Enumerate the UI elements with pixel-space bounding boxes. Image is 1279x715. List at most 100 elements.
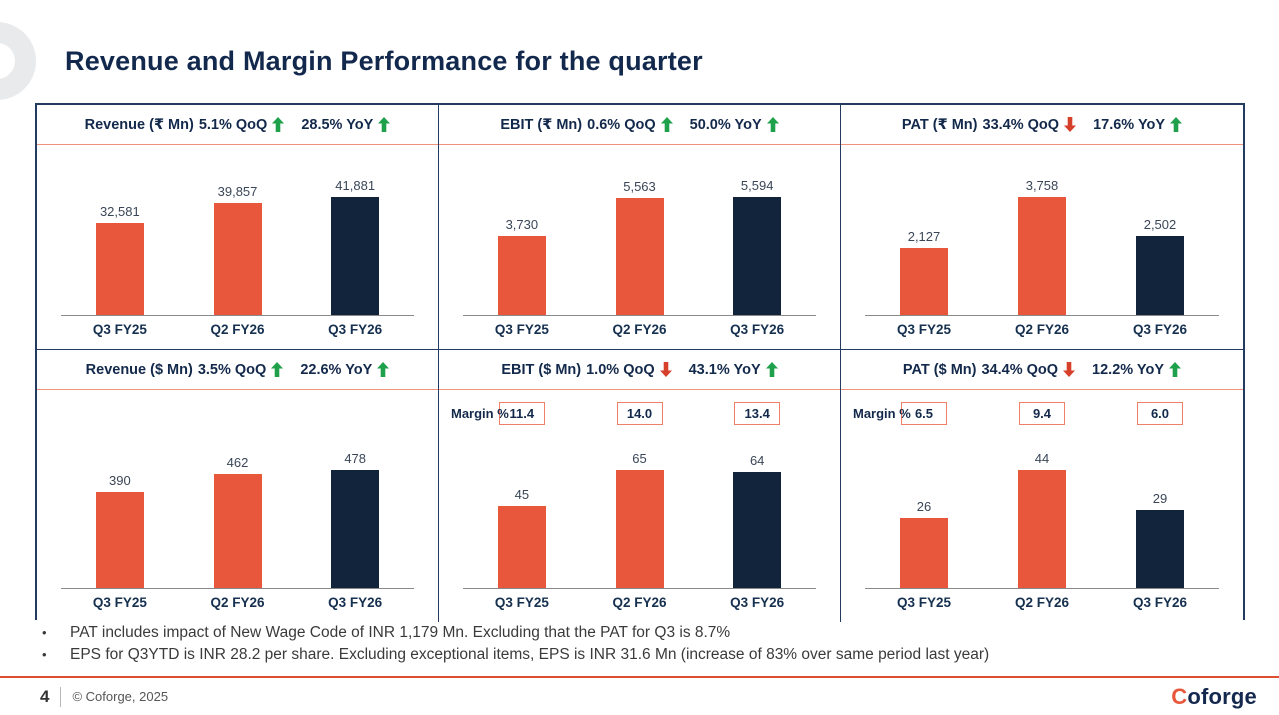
category-label: Q3 FY26 <box>328 322 383 337</box>
up-arrow-icon <box>378 117 391 132</box>
bar <box>1136 510 1184 588</box>
margin-cell: 6.5 <box>865 401 983 425</box>
margin-value-box: 11.4 <box>498 401 545 425</box>
footer: 4 © Coforge, 2025 Coforge <box>0 676 1279 715</box>
category-axis: Q3 FY25 Q2 FY26 Q3 FY26 <box>463 316 816 343</box>
copyright-text: © Coforge, 2025 <box>72 689 169 704</box>
up-arrow-icon <box>766 117 779 132</box>
bar-value-label: 462 <box>226 455 249 470</box>
yoy-change: 22.6% YoY <box>300 361 373 378</box>
bar-value-label: 29 <box>1152 491 1168 506</box>
bar <box>331 197 380 315</box>
metric-title: Revenue (₹ Mn) <box>84 116 194 133</box>
plot-area: 26 44 29 <box>865 436 1219 589</box>
bar-value-label: 45 <box>514 487 530 502</box>
bar-group: 45 <box>463 487 581 588</box>
category-label: Q2 FY26 <box>1014 595 1070 610</box>
category-label: Q3 FY26 <box>328 595 383 610</box>
bar-value-label: 390 <box>108 473 131 488</box>
yoy-change: 28.5% YoY <box>301 116 374 133</box>
bar <box>1136 236 1184 315</box>
bar-group: 478 <box>296 451 414 588</box>
panel-header: EBIT (₹ Mn) 0.6% QoQ 50.0% YoY <box>439 105 840 145</box>
panel-header: PAT (₹ Mn) 33.4% QoQ 17.6% YoY <box>841 105 1243 145</box>
margin-value-box: 14.0 <box>616 401 663 425</box>
up-arrow-icon <box>272 117 285 132</box>
logo-rest: oforge <box>1187 683 1257 709</box>
down-arrow-icon <box>659 362 672 377</box>
note-item: EPS for Q3YTD is INR 28.2 per share. Exc… <box>40 644 1249 666</box>
bar-group: 44 <box>983 451 1101 588</box>
charts-grid: Revenue (₹ Mn) 5.1% QoQ 28.5% YoY 32,581 39,… <box>35 103 1245 622</box>
bar-group: 26 <box>865 499 983 588</box>
page-number: 4 <box>40 686 50 706</box>
bar-value-label: 41,881 <box>335 178 376 193</box>
bar <box>900 518 948 588</box>
category-label: Q2 FY26 <box>210 595 265 610</box>
up-arrow-icon <box>1170 117 1183 132</box>
up-arrow-icon <box>377 362 390 377</box>
coforge-ring-decoration <box>0 22 36 100</box>
metric-title: EBIT (₹ Mn) <box>500 116 583 133</box>
bar-group: 5,563 <box>581 179 699 315</box>
bar <box>497 236 546 315</box>
panel-header: PAT ($ Mn) 34.4% QoQ 12.2% YoY <box>841 350 1243 390</box>
bar <box>615 470 664 588</box>
margin-cell: 14.0 <box>581 401 699 425</box>
category-label: Q3 FY26 <box>1132 595 1188 610</box>
notes-list: PAT includes impact of New Wage Code of … <box>40 622 1249 666</box>
bar-group: 2,502 <box>1101 217 1219 315</box>
up-arrow-icon <box>660 117 673 132</box>
metric-title: PAT (₹ Mn) <box>901 116 978 133</box>
down-arrow-icon <box>1064 117 1077 132</box>
category-label: Q3 FY25 <box>896 595 952 610</box>
plot-area: 390 462 478 <box>61 390 414 589</box>
bar-value-label: 32,581 <box>99 204 140 219</box>
category-label: Q3 FY25 <box>494 322 549 337</box>
margin-value-box: 9.4 <box>1019 401 1065 425</box>
yoy-change: 50.0% YoY <box>689 116 762 133</box>
panel-header: EBIT ($ Mn) 1.0% QoQ 43.1% YoY <box>439 350 840 390</box>
bar-group: 65 <box>581 451 699 588</box>
bar-value-label: 478 <box>344 451 367 466</box>
category-label: Q3 FY25 <box>896 322 952 337</box>
margin-value-box: 6.5 <box>901 401 947 425</box>
category-label: Q2 FY26 <box>612 595 667 610</box>
bar-chart: 32,581 39,857 41,881 Q3 FY25 Q2 FY26 Q3 FY26 <box>37 145 438 349</box>
bar-group: 32,581 <box>61 204 179 315</box>
bar-chart: 45 65 64 Q3 FY25 Q2 FY26 Q3 FY26 <box>439 436 840 622</box>
bar <box>213 474 262 588</box>
margin-cell: 6.0 <box>1101 401 1219 425</box>
category-label: Q2 FY26 <box>612 322 667 337</box>
chart-panel: Revenue ($ Mn) 3.5% QoQ 22.6% YoY 390 462 478… <box>37 350 439 622</box>
category-label: Q2 FY26 <box>1014 322 1070 337</box>
bar-value-label: 3,758 <box>1025 178 1059 193</box>
bar <box>497 506 546 588</box>
bar <box>331 470 380 588</box>
bar <box>900 248 948 315</box>
bar-value-label: 2,502 <box>1143 217 1177 232</box>
bar-group: 3,730 <box>463 217 581 315</box>
category-axis: Q3 FY25 Q2 FY26 Q3 FY26 <box>865 589 1219 616</box>
qoq-change: 33.4% QoQ <box>982 116 1060 133</box>
logo-letter-c: C <box>1171 683 1188 709</box>
bar-value-label: 5,563 <box>623 179 656 194</box>
chart-panel: PAT (₹ Mn) 33.4% QoQ 17.6% YoY 2,127 3,758 2,… <box>841 105 1243 350</box>
page-title: Revenue and Margin Performance for the q… <box>65 46 703 76</box>
bar-group: 64 <box>698 453 816 588</box>
category-label: Q3 FY25 <box>92 595 147 610</box>
category-label: Q3 FY26 <box>1132 322 1188 337</box>
bar-value-label: 26 <box>916 499 932 514</box>
margin-value-box: 6.0 <box>1137 401 1183 425</box>
bar-chart: 390 462 478 Q3 FY25 Q2 FY26 Q3 FY26 <box>37 390 438 622</box>
margin-cell: 11.4 <box>463 401 581 425</box>
margin-value-box: 13.4 <box>734 401 781 425</box>
coforge-logo: Coforge <box>1171 684 1257 710</box>
yoy-change: 12.2% YoY <box>1092 361 1165 378</box>
chart-panel: EBIT ($ Mn) 1.0% QoQ 43.1% YoY Margin % 11.4… <box>439 350 841 622</box>
chart-panel: PAT ($ Mn) 34.4% QoQ 12.2% YoY Margin % 6.5 9… <box>841 350 1243 622</box>
bar-chart: 2,127 3,758 2,502 Q3 FY25 Q2 FY26 Q3 FY26 <box>841 145 1243 349</box>
bar-group: 3,758 <box>983 178 1101 315</box>
plot-area: 2,127 3,758 2,502 <box>865 145 1219 316</box>
up-arrow-icon <box>765 362 778 377</box>
